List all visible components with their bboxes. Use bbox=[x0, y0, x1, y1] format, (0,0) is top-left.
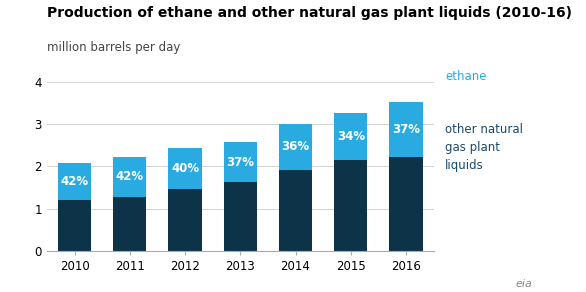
Text: eia: eia bbox=[516, 279, 533, 289]
Text: ethane: ethane bbox=[445, 70, 487, 83]
Bar bbox=[168, 148, 202, 190]
Text: 37%: 37% bbox=[392, 123, 420, 136]
Bar bbox=[224, 182, 257, 251]
Bar bbox=[224, 142, 257, 182]
Bar bbox=[279, 170, 312, 251]
Text: 34%: 34% bbox=[337, 130, 365, 143]
Text: 42%: 42% bbox=[60, 175, 88, 188]
Bar bbox=[58, 200, 91, 251]
Bar bbox=[390, 157, 423, 251]
Bar bbox=[113, 157, 146, 197]
Bar bbox=[390, 102, 423, 157]
Text: 36%: 36% bbox=[281, 140, 309, 154]
Text: 42%: 42% bbox=[115, 170, 144, 183]
Bar bbox=[334, 160, 367, 251]
Text: 37%: 37% bbox=[226, 156, 254, 168]
Bar bbox=[58, 164, 91, 200]
Bar bbox=[279, 124, 312, 170]
Text: 40%: 40% bbox=[171, 162, 199, 175]
Text: other natural
gas plant
liquids: other natural gas plant liquids bbox=[445, 123, 523, 172]
Text: Production of ethane and other natural gas plant liquids (2010-16): Production of ethane and other natural g… bbox=[47, 6, 572, 20]
Bar bbox=[113, 197, 146, 251]
Bar bbox=[168, 190, 202, 251]
Bar bbox=[334, 113, 367, 160]
Text: million barrels per day: million barrels per day bbox=[47, 41, 180, 54]
